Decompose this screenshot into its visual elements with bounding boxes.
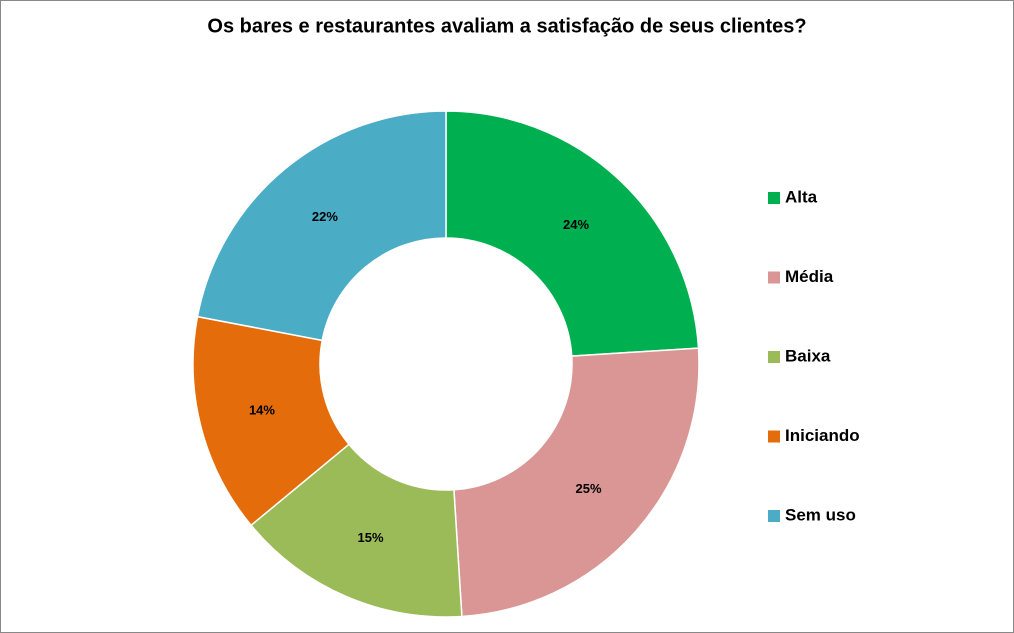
donut-slice [445,110,700,357]
legend-swatch [768,510,780,522]
legend-label: Sem uso [785,505,856,524]
legend-swatch [768,192,780,204]
donut-slice [196,110,447,342]
legend-swatch [768,351,780,363]
legend-label: Iniciando [785,426,860,445]
data-label: 24% [563,217,589,232]
data-label: 14% [249,403,275,418]
donut-slice [192,315,350,527]
donut-slice [250,443,463,618]
data-label: 15% [358,530,384,545]
data-label: 25% [576,481,602,496]
donut-slice [453,347,700,618]
legend-swatch [768,430,780,443]
legend-label: Alta [785,187,818,206]
legend-swatch [768,271,780,284]
legend-label: Média [785,267,834,286]
chart-title: Os bares e restaurantes avaliam a satisf… [207,15,806,37]
legend-label: Baixa [785,346,831,365]
data-label: 22% [312,209,338,224]
